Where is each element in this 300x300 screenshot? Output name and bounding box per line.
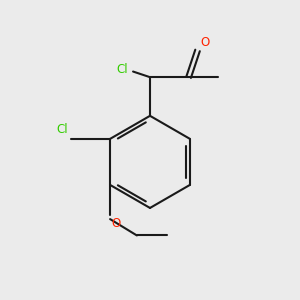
Text: O: O bbox=[200, 36, 209, 49]
Text: O: O bbox=[112, 217, 121, 230]
Text: Cl: Cl bbox=[116, 63, 128, 76]
Text: Cl: Cl bbox=[57, 124, 68, 136]
